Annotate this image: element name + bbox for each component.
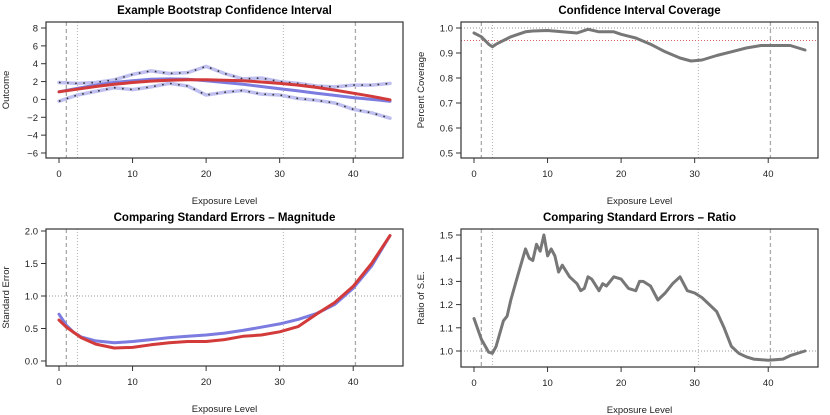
y-tick-label: 1.3: [440, 277, 453, 288]
x-tick-label: 20: [616, 378, 627, 389]
y-tick-label: 0.6: [440, 124, 453, 135]
series-lower-ci: [57, 81, 392, 120]
y-tick-label: −6: [27, 149, 38, 160]
series-estimate: [57, 77, 392, 103]
x-axis-label: Exposure Level: [607, 405, 672, 415]
y-tick-label: −4: [27, 131, 38, 142]
y-tick-label: 0.5: [25, 324, 38, 335]
y-tick-label: 8: [33, 24, 38, 35]
panel-se-magnitude: Comparing Standard Errors – Magnitude 0 10…: [1, 212, 404, 415]
y-tick-label: 1.5: [25, 259, 38, 270]
y-tick-label: 1.5: [440, 231, 453, 242]
y-tick-label: 6: [33, 41, 38, 52]
y-tick-label: 2: [33, 77, 38, 88]
x-tick-label: 20: [201, 377, 212, 388]
x-tick-label: 30: [689, 378, 700, 389]
x-tick-label: 20: [201, 169, 212, 180]
x-tick-label: 0: [56, 377, 61, 388]
x-axis-label: Exposure Level: [607, 196, 672, 207]
series-empirical-se: [57, 234, 392, 350]
plot-frame: [45, 21, 404, 159]
y-tick-label: 0.8: [440, 74, 453, 85]
x-tick-label: 0: [471, 169, 476, 180]
plot-frame: [460, 228, 819, 368]
x-tick-label: 10: [127, 377, 138, 388]
x-tick-label: 40: [763, 378, 774, 389]
y-tick-label: 1.1: [440, 323, 453, 334]
x-tick-label: 10: [127, 169, 138, 180]
y-tick-label: 1.0: [440, 347, 453, 358]
x-tick-label: 30: [689, 169, 700, 180]
plot-frame: [460, 21, 819, 159]
x-tick-label: 20: [616, 169, 627, 180]
panel-coverage: Confidence Interval Coverage 0 10 20 30 40 Exp…: [416, 5, 819, 207]
y-tick-label: 1.0: [25, 292, 38, 303]
x-axis-label: Exposure Level: [192, 196, 257, 207]
y-tick-label: 4: [33, 59, 38, 70]
chart-title: Comparing Standard Errors – Magnitude: [114, 212, 336, 224]
y-tick-label: 1.2: [440, 300, 453, 311]
ci-dotted-overlay: [58, 82, 391, 119]
x-tick-label: 0: [56, 169, 61, 180]
series-coverage: [472, 27, 807, 63]
series-truth: [57, 78, 392, 102]
x-tick-label: 30: [274, 169, 285, 180]
y-tick-label: 0: [33, 95, 38, 106]
plot-frame: [45, 228, 404, 367]
x-tick-label: 10: [542, 169, 553, 180]
x-tick-label: 30: [274, 377, 285, 388]
x-tick-label: 40: [348, 169, 359, 180]
y-axis-label: Outcome: [1, 71, 12, 110]
chart-title: Confidence Interval Coverage: [558, 5, 720, 17]
y-axis-label: Percent Coverage: [416, 52, 427, 129]
series-upper-ci: [57, 64, 392, 89]
chart-title: Comparing Standard Errors – Ratio: [543, 212, 736, 224]
y-tick-label: 2.0: [25, 227, 38, 238]
y-axis-label: Standard Error: [1, 266, 12, 328]
y-tick-label: 0.0: [25, 357, 38, 368]
y-tick-label: −2: [27, 113, 38, 124]
y-tick-label: 0.9: [440, 49, 453, 60]
y-tick-label: 0.5: [440, 149, 453, 160]
y-tick-label: 0.7: [440, 99, 453, 110]
x-axis-label: Exposure Level: [192, 404, 257, 415]
panel-se-ratio: Comparing Standard Errors – Ratio 0 10 20 30…: [416, 212, 819, 415]
y-tick-label: 1.0: [440, 24, 453, 35]
series-se-ratio: [472, 233, 807, 362]
x-tick-label: 10: [542, 378, 553, 389]
chart-title: Example Bootstrap Confidence Interval: [117, 5, 332, 17]
x-tick-label: 40: [763, 169, 774, 180]
y-tick-label: 1.4: [440, 254, 453, 265]
series-bootstrap-se: [57, 234, 392, 345]
y-axis-label: Ratio of S.E.: [416, 271, 427, 324]
x-tick-label: 0: [471, 378, 476, 389]
x-tick-label: 40: [348, 377, 359, 388]
panel-bootstrap-ci: Example Bootstrap Confidence Interval 0 10…: [1, 5, 404, 207]
